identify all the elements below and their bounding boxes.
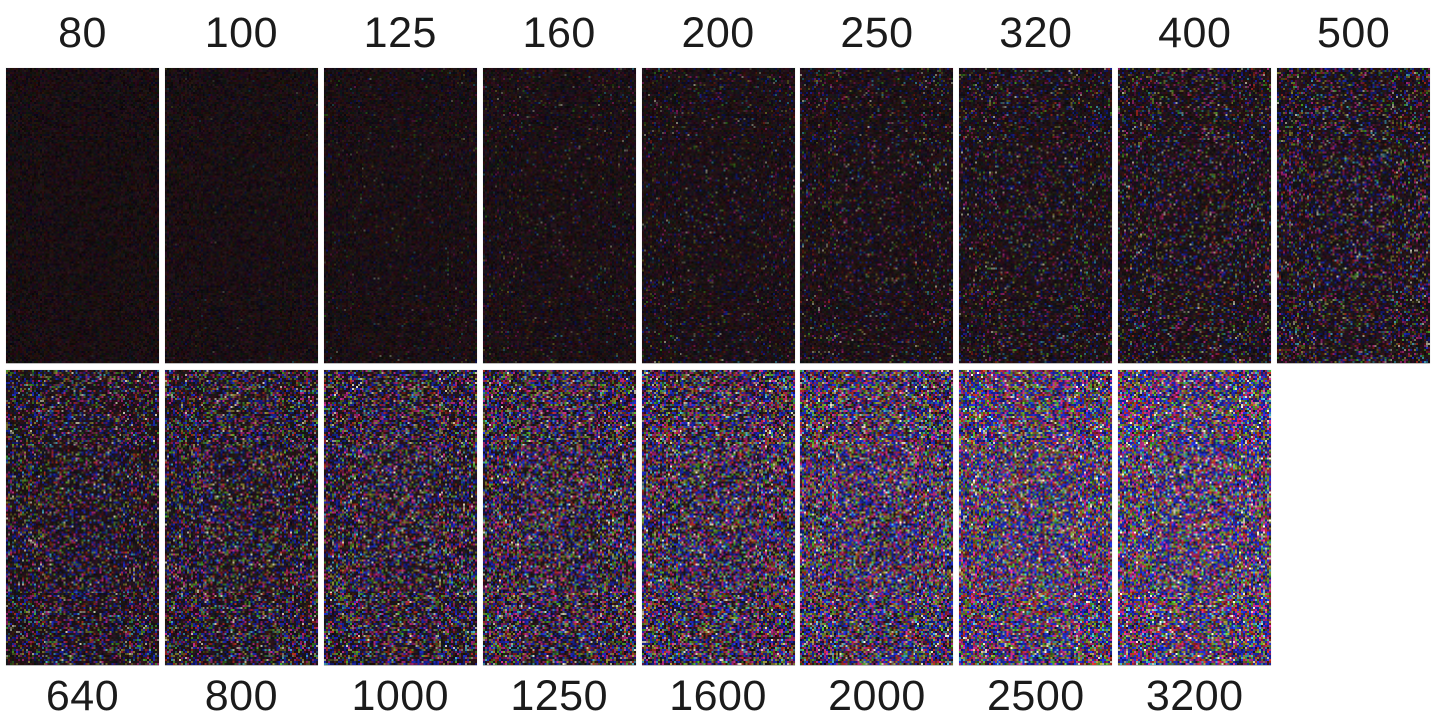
iso-label-80: 80 [58,9,107,58]
noise-panel-400 [1118,68,1272,363]
iso-label-125: 125 [363,9,437,58]
noise-canvas-2500 [959,370,1113,665]
noise-canvas-400 [1118,68,1272,363]
noise-panel-80 [6,68,159,363]
noise-panel-2000 [800,370,954,665]
iso-label-2000: 2000 [828,672,926,720]
noise-panel-250 [800,68,954,363]
iso-label-800: 800 [204,672,279,720]
iso-label-3200: 3200 [1145,672,1244,720]
noise-canvas-160 [482,68,636,363]
noise-canvas-100 [164,68,318,363]
noise-canvas-2000 [800,370,954,665]
noise-panel-1250 [482,370,636,665]
noise-canvas-3200 [1118,370,1272,665]
noise-panel-160 [482,68,636,363]
iso-label-1600: 1600 [669,672,767,720]
noise-panel-200 [641,68,795,363]
noise-canvas-320 [959,68,1113,363]
noise-panel-320 [959,68,1113,363]
iso-label-2500: 2500 [987,672,1085,720]
noise-panel-3200 [1118,370,1272,665]
noise-canvas-800 [164,370,318,665]
noise-panel-100 [164,68,318,363]
iso-label-400: 400 [1158,9,1232,58]
noise-canvas-1000 [323,370,477,665]
noise-canvas-1600 [641,370,795,665]
iso-label-200: 200 [681,9,755,58]
iso-label-500: 500 [1317,9,1391,58]
noise-canvas-250 [800,68,954,363]
bottom-noise-panels-row [6,370,1272,665]
noise-panel-1000 [323,370,477,665]
noise-panel-640 [6,370,159,665]
noise-panel-1600 [641,370,795,665]
noise-panel-125 [323,68,477,363]
iso-label-1000: 1000 [351,672,450,720]
noise-canvas-125 [323,68,477,363]
top-noise-panels-row [6,68,1431,363]
noise-canvas-200 [641,68,795,363]
noise-canvas-500 [1277,68,1431,363]
iso-label-320: 320 [999,9,1073,58]
noise-panel-2500 [959,370,1113,665]
iso-label-250: 250 [840,9,914,58]
noise-canvas-80 [6,68,159,363]
bottom-iso-labels-row: 640 800 1000 1250 1600 2000 2500 3200 [6,672,1271,720]
iso-label-160: 160 [522,9,596,58]
noise-panel-500 [1277,68,1431,363]
noise-panel-800 [164,370,318,665]
iso-label-640: 640 [45,672,120,720]
top-iso-labels-row: 80 100 125 160 200 250 320 400 500 [6,6,1430,58]
noise-canvas-1250 [482,370,636,665]
noise-canvas-640 [6,370,159,665]
iso-label-1250: 1250 [510,672,608,720]
iso-label-100: 100 [204,9,279,58]
